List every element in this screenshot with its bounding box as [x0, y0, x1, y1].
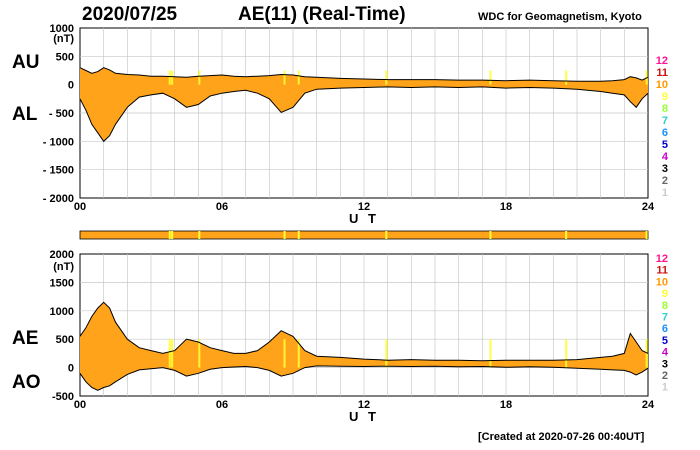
legend-entry: 6 — [662, 127, 668, 139]
strip-bar — [79, 230, 649, 240]
legend-entry: 8 — [662, 103, 668, 115]
strip-highlight — [645, 231, 648, 239]
legend-entry: 2 — [662, 370, 668, 382]
x-tick-label: 24 — [642, 399, 655, 411]
legend-entry: 5 — [662, 139, 668, 151]
series-line-au — [79, 67, 649, 82]
y-tick-label: 1000 — [50, 23, 74, 35]
series-line-ao — [79, 365, 649, 391]
highlight-streak — [168, 70, 171, 85]
y-tick-label: 500 — [56, 51, 74, 63]
strip-highlight — [283, 231, 286, 239]
area-fill — [80, 302, 648, 391]
chart-title: AE(11) (Real-Time) — [238, 4, 406, 25]
chart-date: 2020/07/25 — [82, 4, 178, 25]
highlight-streak — [385, 339, 388, 368]
x-axis-label: U T — [349, 211, 379, 226]
strip-highlight — [297, 231, 300, 239]
y-tick-label: 1000 — [50, 306, 74, 318]
activity-strip — [79, 230, 649, 240]
panel-1: 1000 500 0 - 500 - 1000 - 1500 - 2000 (nT) 00 06 1… — [43, 23, 669, 226]
highlight-streak — [565, 339, 568, 368]
ao-label: AO — [12, 372, 41, 393]
highlight-streak — [168, 339, 171, 368]
y-tick-label: 1500 — [50, 277, 74, 289]
highlight-streak — [198, 70, 201, 85]
legend-entry: 10 — [656, 79, 668, 91]
au-label: AU — [12, 52, 40, 73]
legend-entry: 12 — [656, 253, 668, 265]
x-tick-label: 00 — [74, 201, 86, 213]
highlight-streak — [297, 70, 300, 85]
legend-entry: 8 — [662, 300, 668, 312]
highlight-streak — [489, 70, 492, 85]
series-line-ae — [79, 301, 649, 362]
created-timestamp: [Created at 2020-07-26 00:40UT] — [478, 431, 645, 443]
highlight-streak — [489, 339, 492, 368]
y-tick-label: - 2000 — [43, 193, 74, 205]
strip-highlight — [171, 231, 174, 239]
legend-entry: 4 — [662, 347, 669, 359]
y-tick-label: - 500 — [49, 108, 74, 120]
highlight-streak — [385, 70, 388, 85]
legend-entry: 11 — [656, 265, 668, 277]
x-tick-label: 18 — [500, 399, 512, 411]
y-tick-label: 2000 — [50, 249, 74, 261]
unit-label: (nT) — [53, 261, 74, 273]
x-tick-label: 06 — [216, 201, 228, 213]
legend-entry: 12 — [656, 55, 668, 67]
highlight-streak — [171, 70, 174, 85]
legend-entry: 9 — [662, 288, 668, 300]
strip-highlight — [168, 231, 171, 239]
highlight-streak — [283, 339, 286, 368]
legend-entry: 5 — [662, 335, 668, 347]
y-tick-label: -500 — [52, 391, 74, 403]
x-tick-label: 12 — [358, 201, 370, 213]
legend-entry: 9 — [662, 91, 668, 103]
highlight-streak — [198, 339, 201, 368]
al-label: AL — [12, 104, 38, 125]
unit-label: (nT) — [53, 33, 74, 45]
legend-entry: 2 — [662, 175, 668, 187]
strip-highlight — [385, 231, 388, 239]
y-tick-label: - 1000 — [43, 136, 74, 148]
legend-entry: 6 — [662, 323, 668, 335]
legend-entry: 10 — [656, 276, 668, 288]
strip-highlight — [489, 231, 492, 239]
legend-entry: 1 — [662, 187, 668, 199]
x-tick-label: 24 — [642, 201, 655, 213]
x-tick-label: 00 — [74, 399, 86, 411]
area-fill — [80, 67, 648, 142]
legend-entry: 4 — [662, 151, 669, 163]
y-tick-label: - 1500 — [43, 165, 74, 177]
highlight-streak — [283, 70, 286, 85]
x-tick-label: 12 — [358, 399, 370, 411]
highlight-streak — [565, 70, 568, 85]
highlight-streak — [171, 339, 174, 368]
y-tick-label: 500 — [56, 334, 74, 346]
y-tick-label: 0 — [68, 363, 74, 375]
strip-highlight — [198, 231, 201, 239]
series-line-al — [79, 86, 649, 143]
strip-highlight — [565, 231, 568, 239]
highlight-streak — [645, 339, 648, 368]
legend-entry: 11 — [656, 67, 668, 79]
x-tick-label: 06 — [216, 399, 228, 411]
highlight-streak — [297, 339, 300, 368]
legend-entry: 7 — [662, 312, 668, 324]
ae-label: AE — [12, 328, 39, 349]
x-axis-label: U T — [349, 409, 379, 424]
data-source: WDC for Geomagnetism, Kyoto — [478, 11, 642, 23]
y-tick-label: 0 — [68, 80, 74, 92]
legend-entry: 3 — [662, 358, 668, 370]
legend-entry: 7 — [662, 115, 668, 127]
legend-entry: 1 — [662, 382, 668, 394]
x-tick-label: 18 — [500, 201, 512, 213]
legend-entry: 3 — [662, 163, 668, 175]
